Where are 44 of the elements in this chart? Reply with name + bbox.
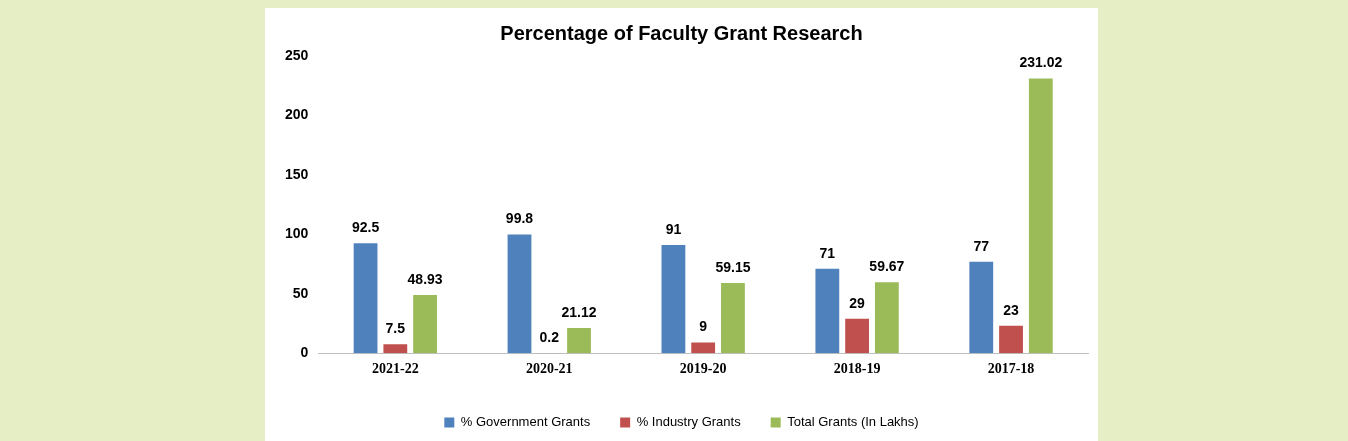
x-tick-label: 2021-22 (371, 361, 419, 377)
y-tick-label: 150 (285, 165, 309, 182)
y-tick-label: 0 (300, 344, 309, 361)
data-label: 92.5 (351, 219, 380, 236)
bar (874, 282, 899, 354)
bar (413, 295, 437, 354)
data-label: 99.8 (505, 210, 534, 227)
data-label: 21.12 (561, 303, 597, 320)
bar (999, 325, 1023, 354)
bar (969, 261, 994, 354)
legend-label: % Government Grants (460, 414, 591, 430)
bar (507, 234, 532, 354)
data-label: 29 (849, 294, 866, 311)
data-label: 23 (1003, 301, 1020, 318)
y-tick-label: 250 (285, 46, 309, 63)
legend-label: % Industry Grants (636, 414, 742, 430)
y-tick-label: 50 (292, 284, 309, 301)
bar (353, 243, 378, 354)
bar (691, 342, 716, 354)
data-label: 71 (819, 244, 836, 261)
bar (661, 245, 686, 354)
data-label: 9 (699, 318, 708, 335)
x-tick-label: 2017-18 (987, 361, 1035, 377)
bar (567, 328, 591, 354)
bar (721, 282, 745, 354)
x-tick-label: 2019-20 (679, 361, 727, 377)
bar (383, 344, 408, 354)
data-label: 77 (973, 237, 990, 254)
data-label: 231.02 (1019, 54, 1063, 71)
data-label: 59.67 (869, 258, 905, 275)
x-tick-label: 2020-21 (525, 361, 573, 377)
data-label: 0.2 (539, 328, 560, 345)
data-label: 48.93 (407, 270, 443, 287)
chart-title: Percentage of Faculty Grant Research (500, 21, 863, 44)
data-label: 7.5 (385, 320, 406, 337)
data-label: 91 (665, 220, 682, 237)
y-tick-label: 100 (285, 225, 309, 242)
x-tick-label: 2018-19 (833, 361, 881, 377)
y-tick-label: 200 (285, 106, 309, 123)
legend-label: Total Grants (In Lakhs) (787, 414, 919, 430)
bar (1028, 78, 1053, 354)
data-label: 59.15 (715, 258, 751, 275)
bar (845, 318, 870, 354)
bar (815, 268, 840, 354)
